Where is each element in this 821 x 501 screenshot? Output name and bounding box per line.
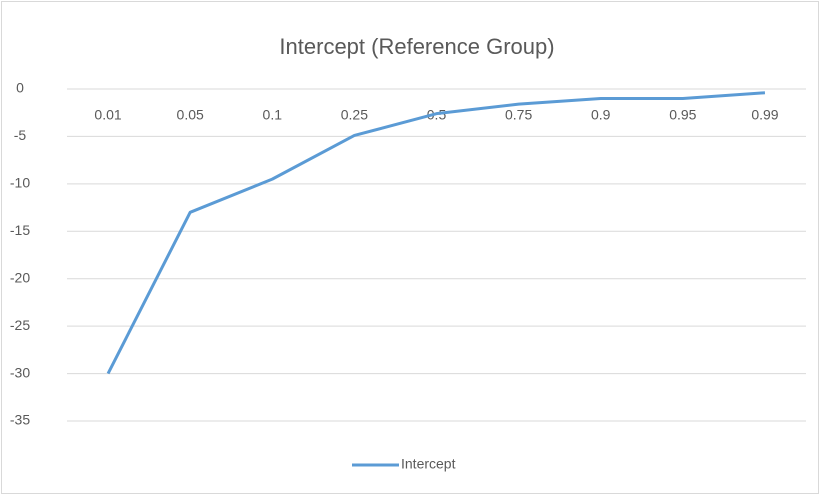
data-line xyxy=(106,91,766,375)
y-tick-label: -5 xyxy=(14,127,27,143)
y-tick-label: -35 xyxy=(10,412,30,428)
y-tick-label: -15 xyxy=(10,222,30,238)
x-tick-label: 0.05 xyxy=(177,107,204,123)
legend-label: Intercept xyxy=(401,456,456,472)
x-tick-label: 0.95 xyxy=(669,107,696,123)
x-tick-label: 0.75 xyxy=(505,107,532,123)
x-tick-label: 0.99 xyxy=(751,107,778,123)
y-tick-label: -20 xyxy=(10,269,30,285)
y-tick-label: -30 xyxy=(10,364,30,380)
y-tick-label: -10 xyxy=(10,175,30,191)
x-tick-label: 0.1 xyxy=(263,107,283,123)
x-tick-label: 0.01 xyxy=(94,107,121,123)
chart-title: Intercept (Reference Group) xyxy=(279,34,554,59)
y-tick-label: 0 xyxy=(16,80,24,96)
x-tick-label: 0.25 xyxy=(341,107,368,123)
y-tick-label: -25 xyxy=(10,317,30,333)
x-tick-label: 0.9 xyxy=(591,107,611,123)
